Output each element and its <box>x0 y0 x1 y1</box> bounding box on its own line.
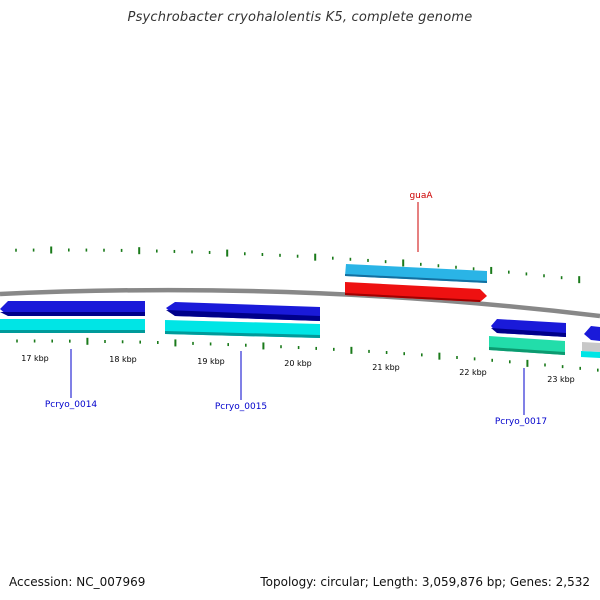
gene-pcryo-0014-light[interactable] <box>0 319 145 333</box>
inner-tick-marks <box>16 337 599 372</box>
gene-guaA-upper[interactable] <box>345 264 487 283</box>
tick-label-17kbp: 17 kbp <box>21 354 49 363</box>
gene-next-light[interactable] <box>581 351 600 358</box>
accession-text: Accession: NC_007969 <box>9 575 146 589</box>
gene-pcryo-0017-mint-edge <box>489 347 565 355</box>
gene-pcryo-0014-dark-edge <box>0 312 145 316</box>
genome-summary-text: Topology: circular; Length: 3,059,876 bp… <box>260 575 590 589</box>
gene-guaA-red-edge <box>345 293 480 302</box>
outer-tick-marks <box>15 246 581 284</box>
gene-pcryo-0015-light-edge <box>165 331 320 338</box>
gene-pcryo-0014-light-edge <box>0 330 145 333</box>
tick-label-22kbp: 22 kbp <box>459 368 487 377</box>
gene-label-guaA[interactable]: guaA <box>409 191 433 201</box>
gene-guaA-red[interactable] <box>345 282 487 302</box>
tick-label-20kbp: 20 kbp <box>284 359 312 368</box>
gene-label-pcryo-0017[interactable]: Pcryo_0017 <box>495 417 547 427</box>
tick-label-23kbp: 23 kbp <box>547 375 575 384</box>
gene-pcryo-0015-dark-edge <box>166 310 320 321</box>
gene-label-pcryo-0015[interactable]: Pcryo_0015 <box>215 402 267 412</box>
genome-backbone <box>0 287 600 319</box>
gene-next-dark[interactable] <box>584 326 600 341</box>
tick-label-21kbp: 21 kbp <box>372 363 400 372</box>
map-title: Psychrobacter cryohalolentis K5, complet… <box>127 10 473 25</box>
gene-guaA-upper-edge <box>345 274 487 283</box>
gene-pcryo-0017-dark-edge <box>491 328 566 337</box>
tick-label-19kbp: 19 kbp <box>197 357 225 366</box>
tick-label-18kbp: 18 kbp <box>109 355 137 364</box>
gene-label-pcryo-0014[interactable]: Pcryo_0014 <box>45 400 98 410</box>
gene-next-grey[interactable] <box>582 342 600 352</box>
